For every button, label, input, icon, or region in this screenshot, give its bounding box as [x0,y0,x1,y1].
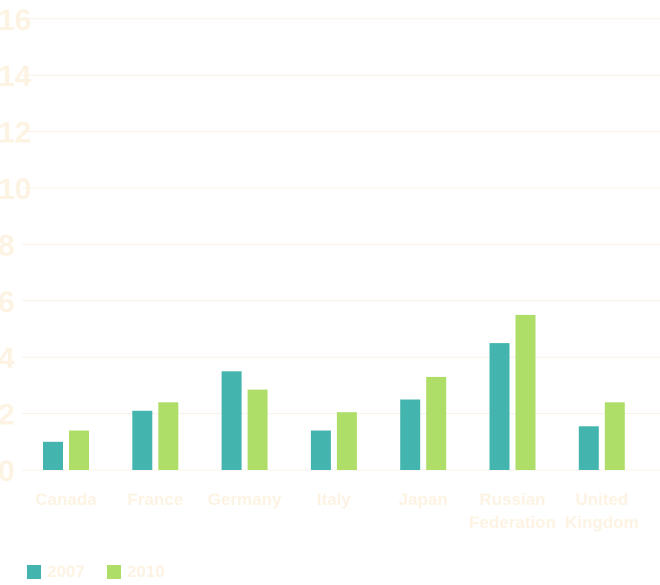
x-category-label: Federation [469,513,556,532]
y-tick-label: 8 [0,229,15,262]
bar-2007-canada[interactable] [43,441,63,470]
bar-2010-united-kingdom[interactable] [604,402,625,470]
y-tick-label: 2 [0,399,15,432]
y-tick-label: 0 [0,455,15,488]
bar-2010-japan[interactable] [426,376,447,470]
y-tick-label: 4 [0,342,15,375]
x-category-label: Russian [479,490,545,509]
x-category-label: Italy [317,490,352,509]
y-tick-label: 14 [0,60,32,93]
bar-2007-italy[interactable] [310,430,331,470]
bar-chart: 0 2 4 6 8 10 12 14 16 Canada France Germany Italy Jap… [0,4,660,532]
bar-2007-france[interactable] [132,410,153,470]
x-category-label: Canada [35,490,97,509]
bar-2010-italy[interactable] [336,412,357,470]
x-category-label: France [127,490,183,509]
legend-item-2010[interactable]: 2010 [106,562,165,581]
legend-item-2007[interactable]: 2007 [27,563,85,580]
bar-2010-russian-federation[interactable] [515,314,536,470]
y-tick-label: 10 [0,173,31,206]
legend-swatch-2007 [27,564,41,579]
legend-label-2007: 2007 [47,562,85,581]
x-category-label: Kingdom [565,513,639,532]
bar-2010-germany[interactable] [247,389,268,470]
legend: 2007 2010 [27,563,165,580]
bar-2007-united-kingdom[interactable] [578,426,599,470]
bar-2007-japan[interactable] [400,399,421,471]
bar-2010-france[interactable] [158,402,179,470]
x-category-label: Germany [208,490,282,509]
bar-2007-russian-federation[interactable] [489,343,510,470]
y-tick-label: 12 [0,117,31,150]
bar-2007-germany[interactable] [221,371,242,470]
legend-swatch-2010 [106,564,121,579]
x-category-label: Japan [399,490,448,509]
bar-2010-canada[interactable] [69,430,89,470]
x-category-label: United [575,490,628,509]
y-tick-label: 6 [0,286,15,319]
legend-label-2010: 2010 [126,562,165,581]
y-tick-label: 16 [0,4,31,37]
